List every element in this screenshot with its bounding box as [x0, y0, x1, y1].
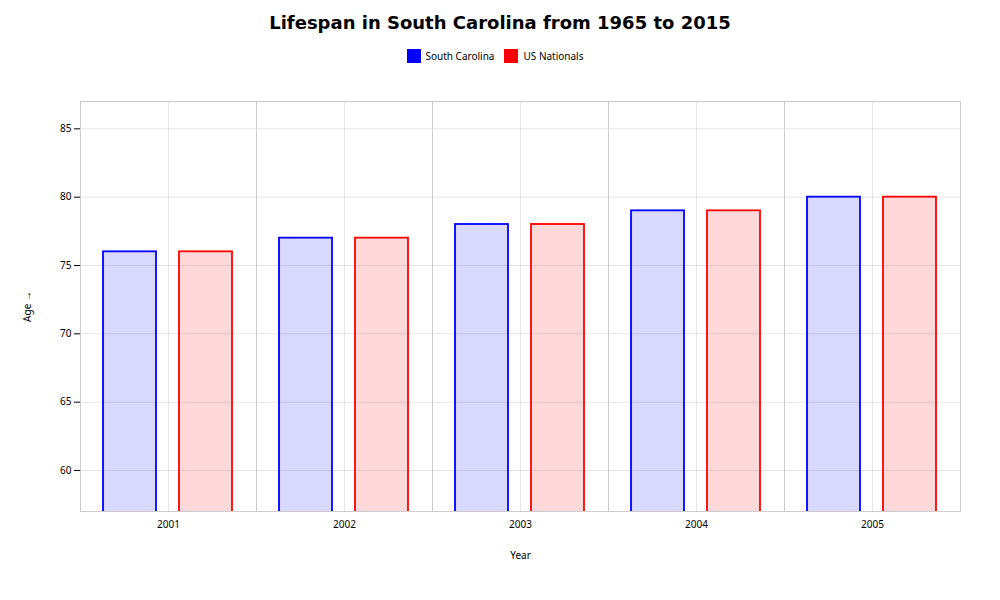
svg-text:Age →: Age → [20, 291, 34, 322]
svg-text:85: 85 [60, 121, 72, 135]
svg-text:65: 65 [60, 394, 72, 408]
html-text:South Carolina: South Carolina [425, 48, 495, 63]
svg-text:Year: Year [510, 548, 531, 562]
svg-text:2003: 2003 [509, 517, 532, 531]
html-text:US Nationals: US Nationals [523, 48, 584, 63]
svg-text:2004: 2004 [685, 517, 708, 531]
svg-text:60: 60 [60, 463, 72, 477]
svg-text:2001: 2001 [157, 517, 180, 531]
svg-text:75: 75 [60, 258, 72, 272]
html-text:Lifespan in South Carolina fro: Lifespan in South Carolina from 1965 to … [269, 12, 731, 33]
svg-text:70: 70 [60, 326, 72, 340]
svg-text:80: 80 [60, 189, 72, 203]
svg-text:2002: 2002 [333, 517, 356, 531]
svg-text:2005: 2005 [861, 517, 884, 531]
